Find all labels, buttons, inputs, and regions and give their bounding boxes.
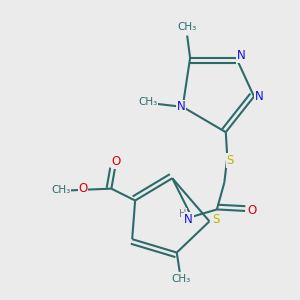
- Text: S: S: [226, 154, 234, 167]
- Text: CH₃: CH₃: [172, 274, 191, 284]
- Text: N: N: [237, 49, 246, 62]
- Text: O: O: [79, 182, 88, 195]
- Text: CH₃: CH₃: [51, 185, 70, 195]
- Text: CH₃: CH₃: [138, 98, 158, 107]
- Text: N: N: [255, 90, 264, 103]
- Text: S: S: [212, 213, 220, 226]
- Text: N: N: [184, 213, 193, 226]
- Text: CH₃: CH₃: [178, 22, 197, 32]
- Text: N: N: [177, 100, 186, 113]
- Text: O: O: [247, 203, 256, 217]
- Text: H: H: [179, 209, 186, 219]
- Text: O: O: [112, 155, 121, 168]
